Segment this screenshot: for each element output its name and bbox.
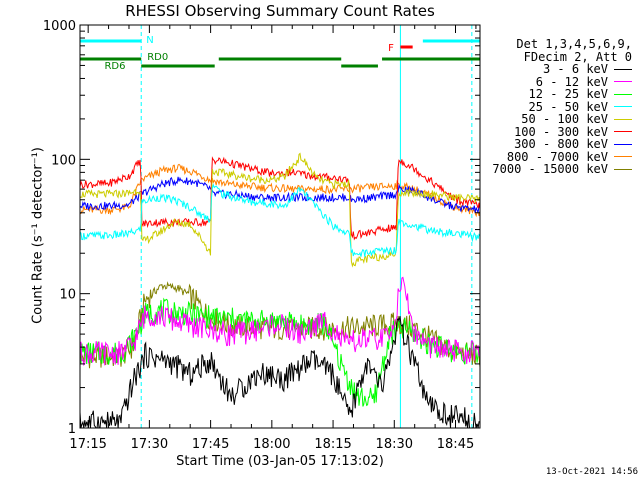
legend-entry-label: 300 - 800 keV [514, 137, 608, 151]
legend-header-line-2: FDecim 2, Att 0 [523, 49, 632, 64]
x-tick-label: 17:15 [69, 437, 106, 452]
y-tick-label: 1 [68, 422, 76, 437]
x-axis-label: Start Time (03-Jan-05 17:13:02) [176, 454, 384, 469]
legend-swatch [614, 168, 632, 170]
plot-frame [79, 24, 481, 429]
legend-swatch [614, 118, 632, 120]
legend-entry: 3 - 6 keV [482, 63, 632, 76]
x-tick-label: 18:30 [376, 437, 413, 452]
y-tick-label: 100 [51, 153, 76, 168]
legend-entry-label: 6 - 12 keV [535, 74, 608, 89]
legend-entry: 7000 - 15000 keV [482, 163, 632, 176]
annotation-label-n: N [146, 35, 153, 46]
legend-entry-label: 100 - 300 keV [514, 124, 608, 139]
legend-entry: 800 - 7000 keV [482, 149, 632, 164]
series-6-12keV [79, 276, 481, 367]
annotation-label-f: F [388, 43, 394, 54]
x-tick-label: 18:45 [437, 437, 474, 452]
legend-entry: 300 - 800 keV [482, 138, 632, 151]
series-800-7000keV [79, 163, 481, 218]
series-3-6keV [79, 316, 480, 429]
legend-swatch [614, 106, 632, 108]
x-tick-label: 17:30 [131, 437, 168, 452]
y-tick-label: 1000 [43, 19, 76, 34]
legend-entry-label: 800 - 7000 keV [506, 149, 608, 164]
x-tick-label: 17:45 [192, 437, 229, 452]
annotation-label-rd0: RD0 [147, 52, 168, 63]
y-tick-label: 10 [59, 288, 76, 303]
legend-entry: 50 - 100 keV [482, 113, 632, 126]
y-axis-label: Count Rate (s⁻¹ detector⁻¹) [30, 147, 46, 324]
legend-entry-label: 3 - 6 keV [542, 62, 608, 76]
x-tick-label: 18:15 [314, 437, 351, 452]
legend-entry: 25 - 50 keV [482, 99, 632, 114]
legend-entry-label: 25 - 50 keV [528, 99, 608, 114]
legend-entry-label: 50 - 100 keV [521, 112, 608, 126]
chart-title: RHESSI Observing Summary Count Rates [125, 2, 435, 20]
legend-entry: 100 - 300 keV [482, 124, 632, 139]
x-tick-label: 18:00 [253, 437, 290, 452]
legend-swatch [614, 131, 632, 133]
series-300-800keV [79, 176, 481, 214]
series-12-25keV [79, 297, 481, 407]
legend-swatch [614, 68, 632, 70]
footer-date: 13-Oct-2021 14:56 [545, 467, 638, 477]
legend-swatch [614, 156, 632, 158]
legend-swatch [614, 81, 632, 83]
annotation-label-rd6: RD6 [104, 61, 125, 72]
legend-entry: 12 - 25 keV [482, 88, 632, 101]
legend-swatch [614, 93, 632, 95]
series-50-100keV [79, 152, 481, 268]
series-7000-15000keV [79, 281, 481, 369]
series-25-50keV [79, 183, 481, 257]
legend-entry-label: 7000 - 15000 keV [492, 162, 608, 176]
legend-swatch [614, 143, 632, 145]
legend-entry-label: 12 - 25 keV [528, 87, 608, 101]
legend-header-line-1: Det 1,3,4,5,6,9, [516, 37, 632, 51]
legend-entry: 6 - 12 keV [482, 74, 632, 89]
chart-legend: Det 1,3,4,5,6,9, FDecim 2, Att 0 3 - 6 k… [482, 38, 632, 176]
